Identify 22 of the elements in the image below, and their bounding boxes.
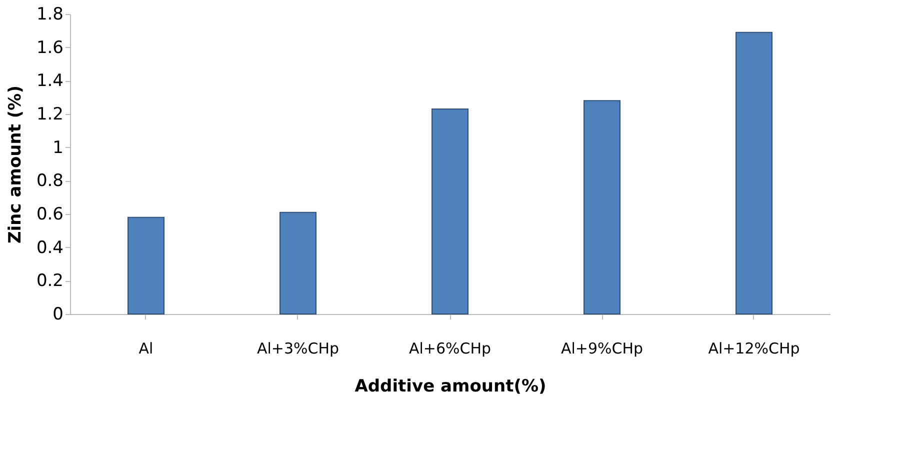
- y-tick-label: 0: [52, 304, 64, 324]
- y-tick-label: 1.8: [36, 4, 64, 24]
- bar: [432, 108, 468, 314]
- y-tick-label: 1.2: [36, 104, 64, 124]
- x-tick-label: Al+9%CHp: [560, 340, 644, 358]
- y-tick-label: 1.6: [36, 38, 64, 58]
- x-tick-label: Al+6%CHp: [408, 340, 492, 358]
- y-tick-label: 1.4: [36, 71, 64, 92]
- x-tick-label: Al: [138, 340, 154, 358]
- x-tick-label: Al+3%CHp: [256, 340, 340, 358]
- y-tick-label: 0.8: [36, 171, 64, 192]
- bar: [584, 100, 620, 314]
- y-axis-title: Zinc amount (%): [5, 86, 26, 244]
- y-tick-label: 1: [52, 138, 64, 158]
- bar: [280, 212, 316, 314]
- bar: [128, 216, 164, 314]
- y-tick-label: 0.4: [36, 238, 64, 258]
- x-axis-title: Additive amount(%): [354, 376, 546, 396]
- y-tick-label: 0.6: [36, 204, 64, 224]
- bar: [736, 32, 772, 314]
- y-tick-label: 0.2: [36, 271, 64, 292]
- x-tick-label: Al+12%CHp: [708, 340, 800, 358]
